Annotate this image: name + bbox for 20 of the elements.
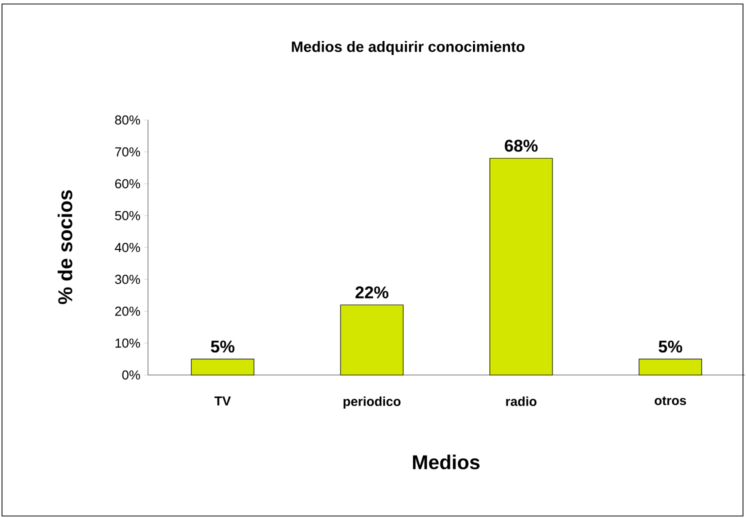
x-tick-label: TV bbox=[214, 396, 231, 406]
x-axis-title: Medios bbox=[413, 454, 480, 470]
y-tick-label: 40% bbox=[114, 242, 140, 252]
chart-title: Medios de adquirir conocimiento bbox=[292, 41, 525, 55]
y-tick-label: 80% bbox=[115, 115, 140, 125]
data-label: 22% bbox=[356, 286, 388, 298]
data-label: 5% bbox=[210, 340, 234, 353]
data-label: 68% bbox=[504, 140, 538, 152]
x-tick-label: periodico bbox=[344, 396, 401, 409]
y-tick-label: 30% bbox=[115, 274, 140, 284]
x-tick-label: radio bbox=[506, 396, 536, 406]
x-tick-label: otros bbox=[654, 396, 686, 406]
y-tick-label: 10% bbox=[116, 338, 140, 348]
y-tick-label: 0% bbox=[122, 370, 140, 380]
y-tick-label: 60% bbox=[115, 179, 140, 188]
y-tick-label: 20% bbox=[115, 306, 140, 316]
data-label: 5% bbox=[658, 340, 682, 353]
y-axis-title: % de socios bbox=[58, 190, 72, 304]
y-tick-label: 50% bbox=[115, 211, 140, 220]
y-tick-label: 70% bbox=[115, 147, 140, 156]
